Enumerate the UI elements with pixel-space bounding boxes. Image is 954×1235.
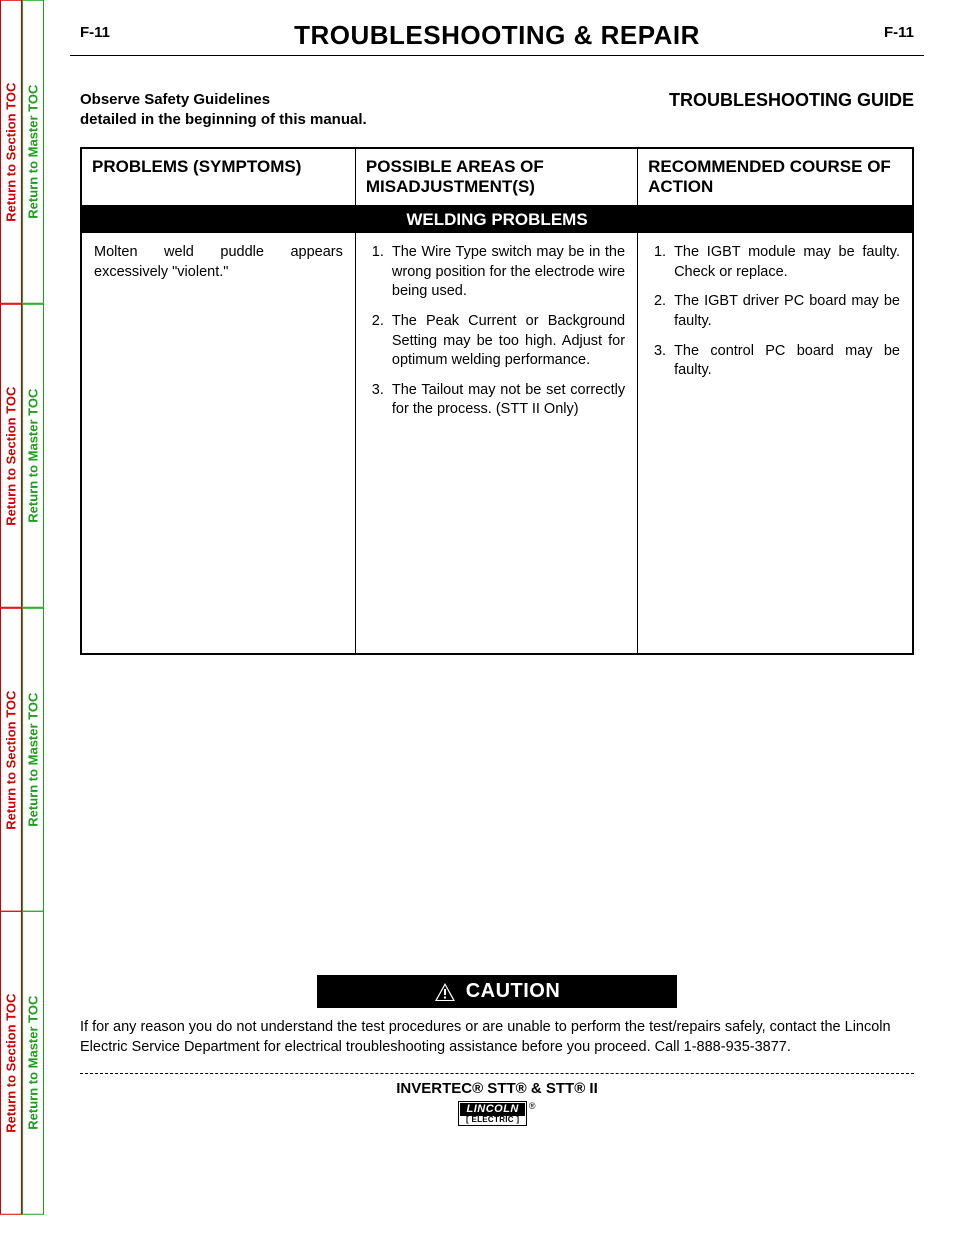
return-section-toc-tab[interactable]: Return to Section TOC xyxy=(0,0,22,304)
action-item: The IGBT module may be faulty. Check or … xyxy=(670,243,900,282)
warning-triangle-icon xyxy=(434,982,456,1002)
return-master-toc-tab[interactable]: Return to Master TOC xyxy=(22,304,44,608)
caution-text: If for any reason you do not understand … xyxy=(80,1018,914,1057)
safety-note-line: Observe Safety Guidelines xyxy=(80,91,270,108)
caution-label: CAUTION xyxy=(466,980,561,1003)
return-master-toc-tab[interactable]: Return to Master TOC xyxy=(22,0,44,304)
master-toc-column: Return to Master TOC Return to Master TO… xyxy=(22,0,44,1215)
table-header-row: PROBLEMS (SYMPTOMS) POSSIBLE AREAS OF MI… xyxy=(82,149,912,208)
page-number-left: F-11 xyxy=(80,24,110,41)
page-title: TROUBLESHOOTING & REPAIR xyxy=(70,20,924,56)
caution-banner: CAUTION xyxy=(317,975,677,1008)
table-header-problems: PROBLEMS (SYMPTOMS) xyxy=(82,149,356,206)
troubleshooting-guide-heading: TROUBLESHOOTING GUIDE xyxy=(669,90,914,131)
table-header-action: RECOMMENDED COURSE OF ACTION xyxy=(638,149,912,206)
action-item: The control PC board may be faulty. xyxy=(670,342,900,381)
page-content: F-11 F-11 TROUBLESHOOTING & REPAIR Obser… xyxy=(70,0,924,1127)
table-row: Molten weld puddle appears excessively "… xyxy=(82,233,912,653)
footer-logo: LINCOLN [ ELECTRIC ] ® xyxy=(70,1101,924,1127)
divider xyxy=(80,1073,914,1074)
misadjustment-cell: The Wire Type switch may be in the wrong… xyxy=(356,233,638,653)
return-master-toc-tab[interactable]: Return to Master TOC xyxy=(22,911,44,1215)
misadjustment-item: The Peak Current or Background Setting m… xyxy=(388,312,625,371)
page-header: F-11 F-11 TROUBLESHOOTING & REPAIR xyxy=(70,20,924,70)
subheader-row: Observe Safety Guidelines detailed in th… xyxy=(70,90,924,131)
misadjustment-item: The Wire Type switch may be in the wrong… xyxy=(388,243,625,302)
return-section-toc-tab[interactable]: Return to Section TOC xyxy=(0,911,22,1215)
safety-guidelines-note: Observe Safety Guidelines detailed in th… xyxy=(80,90,367,131)
action-item: The IGBT driver PC board may be faulty. xyxy=(670,292,900,331)
logo-brand-bottom: [ ELECTRIC ] xyxy=(460,1116,524,1124)
registered-symbol: ® xyxy=(529,1101,536,1111)
return-section-toc-tab[interactable]: Return to Section TOC xyxy=(0,608,22,912)
troubleshooting-table: PROBLEMS (SYMPTOMS) POSSIBLE AREAS OF MI… xyxy=(80,147,914,656)
table-header-misadjustment: POSSIBLE AREAS OF MISADJUSTMENT(S) xyxy=(356,149,638,206)
section-toc-column: Return to Section TOC Return to Section … xyxy=(0,0,22,1215)
footer-product-name: INVERTEC® STT® & STT® II xyxy=(70,1080,924,1097)
page-number-right: F-11 xyxy=(884,24,914,41)
lincoln-electric-logo: LINCOLN [ ELECTRIC ] xyxy=(458,1101,526,1126)
return-section-toc-tab[interactable]: Return to Section TOC xyxy=(0,304,22,608)
safety-note-line: detailed in the beginning of this manual… xyxy=(80,111,367,128)
return-master-toc-tab[interactable]: Return to Master TOC xyxy=(22,608,44,912)
table-section-band: WELDING PROBLEMS xyxy=(82,207,912,233)
action-cell: The IGBT module may be faulty. Check or … xyxy=(638,233,912,653)
symptom-cell: Molten weld puddle appears excessively "… xyxy=(82,233,356,653)
misadjustment-item: The Tailout may not be set correctly for… xyxy=(388,381,625,420)
side-nav-tabs: Return to Section TOC Return to Section … xyxy=(0,0,44,1215)
